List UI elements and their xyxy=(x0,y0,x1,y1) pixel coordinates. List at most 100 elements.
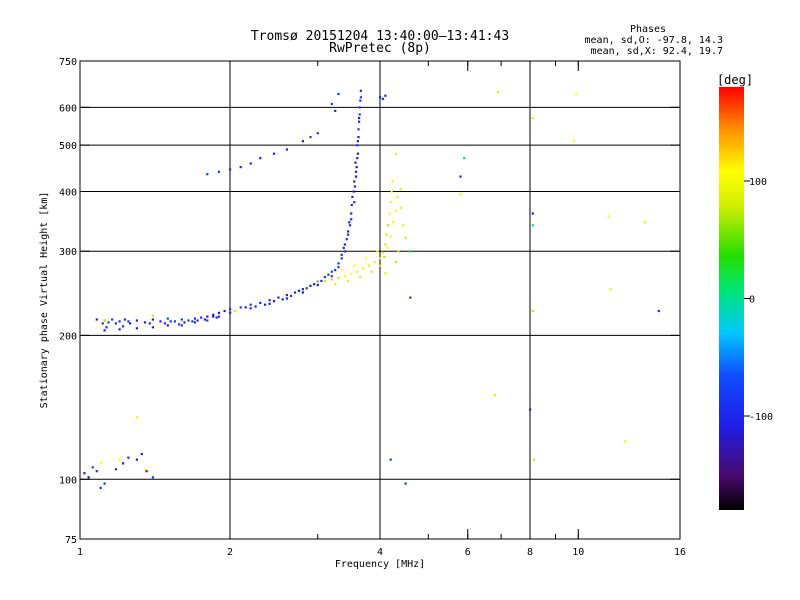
data-point xyxy=(392,221,395,224)
data-point xyxy=(342,246,345,249)
data-point xyxy=(180,324,183,327)
y-tick-label: 200 xyxy=(59,331,77,342)
data-point xyxy=(409,250,412,253)
data-point xyxy=(239,306,242,309)
stats-o-mode: mean, sd,O: -97.8, 14.3 xyxy=(585,35,723,46)
data-point xyxy=(358,120,361,123)
data-point xyxy=(263,303,267,306)
data-point xyxy=(212,315,215,318)
data-point xyxy=(359,99,362,102)
data-point xyxy=(376,250,379,253)
data-point xyxy=(350,272,353,276)
data-point xyxy=(203,318,206,321)
data-point xyxy=(356,152,359,155)
data-point xyxy=(356,157,359,160)
data-point xyxy=(330,270,333,273)
data-point xyxy=(217,315,221,318)
data-point xyxy=(122,325,125,328)
data-points xyxy=(83,89,660,489)
data-point xyxy=(394,209,397,212)
stats-x-mode: mean, sd,X: 92.4, 19.7 xyxy=(591,46,723,57)
data-point xyxy=(91,466,94,469)
data-point xyxy=(229,311,232,314)
data-point xyxy=(234,309,237,313)
data-point xyxy=(223,309,226,313)
data-point xyxy=(129,322,132,325)
data-point xyxy=(459,193,462,196)
data-point xyxy=(140,452,143,456)
data-point xyxy=(340,257,343,260)
data-point xyxy=(387,224,390,227)
data-point xyxy=(272,300,276,303)
data-point xyxy=(180,318,183,321)
colorbar-label: [deg] xyxy=(717,73,753,87)
x-tick-label: 8 xyxy=(527,547,533,558)
data-point xyxy=(330,275,333,278)
data-point xyxy=(379,264,382,267)
data-point xyxy=(353,180,356,183)
data-point xyxy=(531,212,534,215)
data-point xyxy=(463,157,466,160)
x-tick-label: 10 xyxy=(572,547,584,558)
data-point xyxy=(107,321,110,324)
colorbar-tick-label: 100 xyxy=(749,177,767,188)
data-point xyxy=(359,276,362,279)
data-point xyxy=(355,170,358,173)
data-point xyxy=(289,294,293,297)
data-point xyxy=(493,394,496,397)
x-tick-label: 1 xyxy=(77,547,83,558)
data-point xyxy=(206,319,209,322)
data-point xyxy=(388,212,391,215)
data-point xyxy=(337,276,340,279)
data-point xyxy=(359,96,362,99)
data-point xyxy=(334,283,337,286)
data-point xyxy=(323,276,326,279)
data-point xyxy=(305,287,308,290)
data-point xyxy=(373,260,376,264)
data-point xyxy=(285,148,288,151)
y-axis: 75 100 200 300 400 500 600 750 xyxy=(59,57,680,546)
stats-heading: Phases xyxy=(630,24,666,35)
data-point xyxy=(394,260,397,264)
data-point xyxy=(200,316,203,319)
data-point xyxy=(657,309,660,313)
data-point xyxy=(183,321,186,324)
data-point xyxy=(301,288,304,291)
colorbar: [deg] 100 0 -100 xyxy=(717,73,773,510)
data-point xyxy=(206,173,209,176)
data-point xyxy=(114,322,117,325)
data-point xyxy=(285,294,288,297)
data-point xyxy=(151,314,154,317)
data-point xyxy=(343,250,346,253)
data-point xyxy=(575,92,578,96)
data-point xyxy=(459,175,462,178)
data-point xyxy=(206,315,209,318)
data-point xyxy=(122,462,125,465)
data-point xyxy=(531,117,534,120)
data-point xyxy=(309,284,312,287)
data-point xyxy=(330,278,333,281)
data-point xyxy=(497,91,500,94)
data-point xyxy=(357,136,360,139)
data-point xyxy=(379,96,382,99)
data-point xyxy=(356,270,359,273)
data-point xyxy=(187,319,190,322)
data-point xyxy=(148,322,151,325)
data-point xyxy=(254,305,257,308)
data-point xyxy=(404,236,407,239)
data-point xyxy=(397,250,400,253)
data-point xyxy=(103,319,106,322)
data-point xyxy=(268,302,271,305)
data-point xyxy=(143,468,147,471)
x-tick-label: 16 xyxy=(674,547,686,558)
data-point xyxy=(229,308,232,311)
data-point xyxy=(118,458,121,461)
data-point xyxy=(281,298,284,301)
data-point xyxy=(343,275,346,278)
data-point xyxy=(399,206,402,209)
data-point xyxy=(379,257,382,260)
chart-subtitle: RwPretec (8p) xyxy=(329,41,431,56)
y-tick-label: 75 xyxy=(65,535,77,546)
data-point xyxy=(384,272,387,275)
data-point xyxy=(402,224,405,227)
